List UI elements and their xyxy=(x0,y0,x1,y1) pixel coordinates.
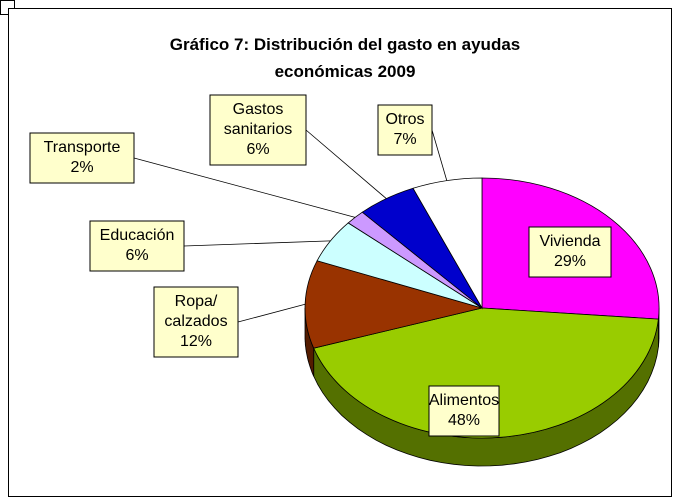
slice xyxy=(304,260,484,349)
slice-label: Ropa/calzados xyxy=(164,293,227,330)
value-label: 29% xyxy=(554,253,586,270)
slice-label: Educación xyxy=(100,227,175,244)
value-label: 6% xyxy=(125,247,148,264)
slice xyxy=(412,177,483,310)
leader-line xyxy=(133,157,356,218)
slice-label: Alimentos xyxy=(429,392,499,409)
label-box xyxy=(528,226,612,278)
value-label: 48% xyxy=(448,412,480,429)
label-box xyxy=(209,94,307,166)
slice-label: Vivienda xyxy=(539,233,600,250)
label-box xyxy=(89,220,185,272)
slice xyxy=(313,307,659,439)
leader-line xyxy=(305,129,387,199)
leader-line xyxy=(183,240,331,247)
label-box xyxy=(428,385,500,437)
label-box xyxy=(377,104,433,156)
leader-line xyxy=(237,303,306,323)
value-label: 6% xyxy=(246,141,269,158)
slice-label: Transporte xyxy=(44,139,121,156)
label-box xyxy=(153,286,239,358)
chart-title: Gráfico 7: Distribución del gasto en ayu… xyxy=(170,35,520,81)
slice-label: Gastos sanitarios xyxy=(224,101,292,138)
leader-line xyxy=(431,129,448,181)
value-label: 2% xyxy=(70,159,93,176)
value-label: 12% xyxy=(180,333,212,350)
slice-label: Otros xyxy=(385,111,424,128)
label-box xyxy=(29,132,135,184)
value-label: 7% xyxy=(393,131,416,148)
